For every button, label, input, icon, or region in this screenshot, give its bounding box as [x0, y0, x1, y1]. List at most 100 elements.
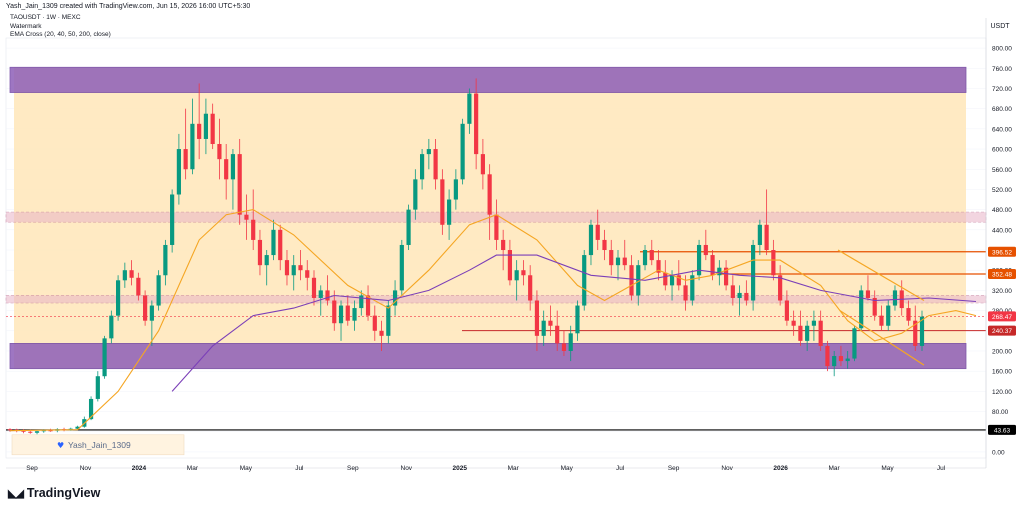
zone-support-3 — [9, 343, 967, 370]
x-tick-label: Jul — [616, 465, 625, 472]
y-tick-label: 800.00 — [992, 46, 1012, 53]
candle — [257, 229, 263, 276]
candle — [528, 265, 533, 311]
tradingview-mark-icon: ◣◢ — [8, 487, 24, 500]
candle-body — [75, 426, 80, 429]
candle — [615, 250, 621, 281]
candle-body — [683, 285, 688, 301]
candle — [805, 320, 810, 351]
candle — [906, 300, 911, 326]
candle-body — [622, 257, 627, 266]
candle — [115, 275, 121, 321]
candle-body — [149, 305, 154, 321]
candle-body — [264, 255, 269, 266]
candle — [311, 270, 317, 306]
candle-body — [602, 239, 607, 251]
candle — [676, 260, 681, 291]
candle — [129, 260, 134, 286]
candle-body — [629, 265, 634, 296]
candle-body — [440, 179, 445, 225]
candle-body — [419, 154, 425, 180]
ema-layer — [9, 209, 977, 432]
candle — [372, 305, 377, 341]
zone-pink-2 — [5, 295, 987, 304]
candle-body — [595, 224, 600, 240]
candle-body — [717, 267, 722, 276]
candle — [872, 290, 877, 321]
candle — [460, 118, 465, 185]
candle — [447, 189, 452, 240]
candle — [636, 260, 641, 306]
tradingview-logo[interactable]: ◣◢ TradingView — [8, 486, 100, 500]
watermark-box: ♥ Yash_Jain_1309 — [11, 434, 185, 456]
candle — [278, 224, 283, 271]
candle-body — [663, 272, 668, 286]
y-tick-label: 80.00 — [992, 409, 1009, 416]
candle-body — [919, 316, 925, 346]
price-label: 268.47 — [992, 314, 1012, 321]
candle — [582, 250, 587, 311]
candle-body — [115, 280, 121, 316]
candle-body — [136, 277, 141, 296]
candle-body — [541, 320, 546, 336]
candle — [210, 103, 215, 150]
x-tick-label: Sep — [26, 465, 38, 472]
candle — [433, 138, 438, 190]
candle — [696, 239, 702, 281]
price-label-bg — [988, 325, 1016, 336]
candle — [879, 305, 884, 331]
x-tick-label: Jul — [937, 465, 946, 472]
candle — [845, 350, 850, 369]
candle — [501, 229, 506, 271]
candle — [224, 144, 229, 200]
candle-body — [669, 275, 675, 286]
candle-body — [244, 214, 249, 220]
candle-body — [143, 295, 148, 321]
candle-body — [555, 325, 560, 344]
candle-body — [21, 430, 26, 432]
candle-body — [365, 295, 371, 316]
candle-body — [251, 219, 256, 240]
candle — [656, 250, 661, 281]
candle — [298, 250, 303, 281]
candle — [325, 275, 330, 306]
time-axis[interactable]: Sep Nov 2024 Mar May Jul Sep Nov 2025 Mar May Jul Se… — [6, 465, 986, 472]
candle-body — [521, 270, 526, 276]
candle-body — [784, 300, 789, 321]
candle-body — [163, 244, 168, 276]
candle — [507, 239, 513, 286]
candle — [629, 255, 634, 301]
candle — [284, 250, 290, 286]
symbol-line[interactable]: TAOUSDT · 1W · MEXC — [10, 14, 81, 21]
candle — [143, 290, 148, 326]
candle-body — [501, 239, 506, 251]
candle-body — [433, 149, 438, 180]
candle-body — [494, 214, 499, 240]
candle — [744, 280, 749, 306]
candle — [21, 429, 26, 434]
candle — [197, 83, 202, 160]
candle — [913, 305, 918, 351]
candle — [690, 270, 695, 306]
candle — [453, 169, 458, 210]
candle — [892, 285, 898, 311]
candle-body — [217, 144, 222, 160]
x-tick-label: 2024 — [132, 465, 147, 472]
price-axis[interactable]: USDT 800.00 760.00 720.00 680.00 640.00 600.00… — [985, 18, 1012, 468]
candle — [568, 325, 573, 362]
candle — [332, 290, 337, 331]
candle — [521, 260, 526, 286]
candle-body — [757, 224, 762, 245]
candle-body — [656, 260, 661, 273]
candle-body — [730, 285, 735, 298]
candle — [548, 305, 553, 336]
candle-body — [338, 305, 344, 324]
candle-body — [379, 330, 384, 336]
x-tick-label: Mar — [828, 465, 840, 472]
currency-badge[interactable]: USDT — [990, 23, 1010, 30]
candle — [88, 396, 94, 421]
candle-body — [507, 250, 513, 281]
candle-body — [392, 290, 398, 306]
indicator-line[interactable]: EMA Cross (20, 40, 50, 200, close) — [10, 31, 111, 38]
